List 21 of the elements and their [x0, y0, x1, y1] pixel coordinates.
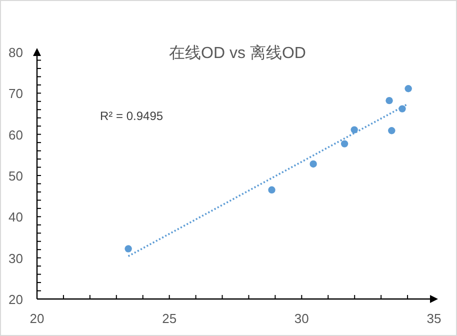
point [124, 245, 132, 252]
point [386, 96, 393, 104]
y-tick-label: 50 [8, 168, 23, 184]
x-tick-label: 30 [294, 311, 309, 326]
y-tick-label: 70 [8, 86, 23, 102]
x-tick-label: 20 [30, 311, 44, 326]
point [404, 85, 412, 92]
x-tick-label: 25 [162, 311, 177, 326]
point [310, 160, 317, 168]
point [268, 186, 276, 194]
point [340, 140, 348, 148]
y-tick-label: 20 [8, 292, 23, 307]
y-tick-label: 60 [8, 127, 23, 142]
y-tick-label: 80 [8, 45, 23, 60]
x-tick-label: 35 [426, 311, 442, 326]
y-tick-label: 30 [8, 250, 23, 266]
point [350, 126, 358, 134]
annotation: R² = 0.9495 [100, 109, 164, 123]
y-tick-label: 40 [8, 210, 23, 225]
chart-title: 在线OD vs 离线OD [169, 44, 306, 62]
point [388, 127, 396, 134]
